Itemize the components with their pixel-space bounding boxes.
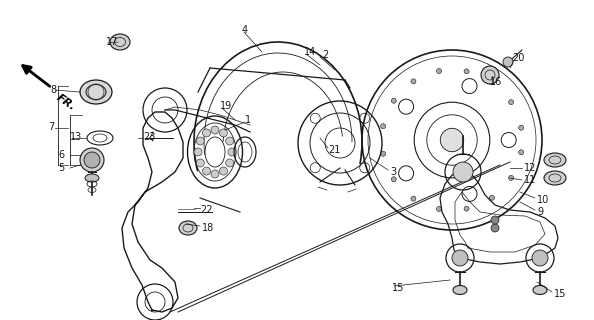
Circle shape <box>381 151 386 156</box>
Circle shape <box>196 159 204 167</box>
Circle shape <box>491 216 499 224</box>
Text: 23: 23 <box>143 132 156 142</box>
Circle shape <box>437 68 441 74</box>
Circle shape <box>464 206 469 211</box>
Text: 4: 4 <box>242 25 248 35</box>
Text: 15: 15 <box>554 289 566 299</box>
Circle shape <box>519 125 524 130</box>
Circle shape <box>194 148 202 156</box>
Text: 8: 8 <box>50 85 56 95</box>
Text: FR.: FR. <box>55 92 78 112</box>
Text: 13: 13 <box>70 132 82 142</box>
Circle shape <box>503 57 513 67</box>
Circle shape <box>464 69 469 74</box>
Circle shape <box>84 152 100 168</box>
Text: 11: 11 <box>524 175 536 185</box>
Text: 17: 17 <box>106 37 118 47</box>
Text: 3: 3 <box>390 167 396 177</box>
Text: 19: 19 <box>220 101 232 111</box>
Text: 9: 9 <box>537 207 543 217</box>
Circle shape <box>532 250 548 266</box>
Circle shape <box>437 206 441 212</box>
Text: 7: 7 <box>48 122 54 132</box>
Circle shape <box>452 250 468 266</box>
Circle shape <box>391 98 396 103</box>
Circle shape <box>519 150 524 155</box>
Text: 2: 2 <box>322 50 328 60</box>
Circle shape <box>411 196 416 201</box>
Text: 22: 22 <box>200 205 213 215</box>
Text: 16: 16 <box>490 77 503 87</box>
Circle shape <box>220 167 228 175</box>
Circle shape <box>80 148 104 172</box>
Ellipse shape <box>80 80 112 104</box>
Circle shape <box>211 170 219 178</box>
Circle shape <box>440 128 464 152</box>
Text: 15: 15 <box>392 283 405 293</box>
Circle shape <box>508 100 514 105</box>
Circle shape <box>453 162 473 182</box>
Circle shape <box>508 175 514 180</box>
Circle shape <box>228 148 236 156</box>
Ellipse shape <box>85 174 99 182</box>
Ellipse shape <box>533 285 547 294</box>
Circle shape <box>411 79 416 84</box>
Circle shape <box>220 129 228 137</box>
Text: 6: 6 <box>58 150 64 160</box>
Text: 14: 14 <box>304 47 316 57</box>
Text: 21: 21 <box>328 145 340 155</box>
Text: 20: 20 <box>512 53 525 63</box>
Circle shape <box>226 137 233 145</box>
Circle shape <box>211 126 219 134</box>
Ellipse shape <box>179 221 197 235</box>
Text: 5: 5 <box>58 163 64 173</box>
Text: 1: 1 <box>245 115 251 125</box>
Ellipse shape <box>544 153 566 167</box>
Circle shape <box>481 66 499 84</box>
Ellipse shape <box>544 171 566 185</box>
Ellipse shape <box>110 34 130 50</box>
Circle shape <box>203 167 210 175</box>
Circle shape <box>381 124 386 129</box>
Ellipse shape <box>453 285 467 294</box>
Text: 10: 10 <box>537 195 549 205</box>
Circle shape <box>203 129 210 137</box>
Text: 12: 12 <box>524 163 536 173</box>
Text: 18: 18 <box>202 223 214 233</box>
Circle shape <box>196 137 204 145</box>
Circle shape <box>489 80 494 85</box>
Circle shape <box>491 224 499 232</box>
Circle shape <box>391 177 396 182</box>
Circle shape <box>489 195 494 200</box>
Circle shape <box>226 159 233 167</box>
